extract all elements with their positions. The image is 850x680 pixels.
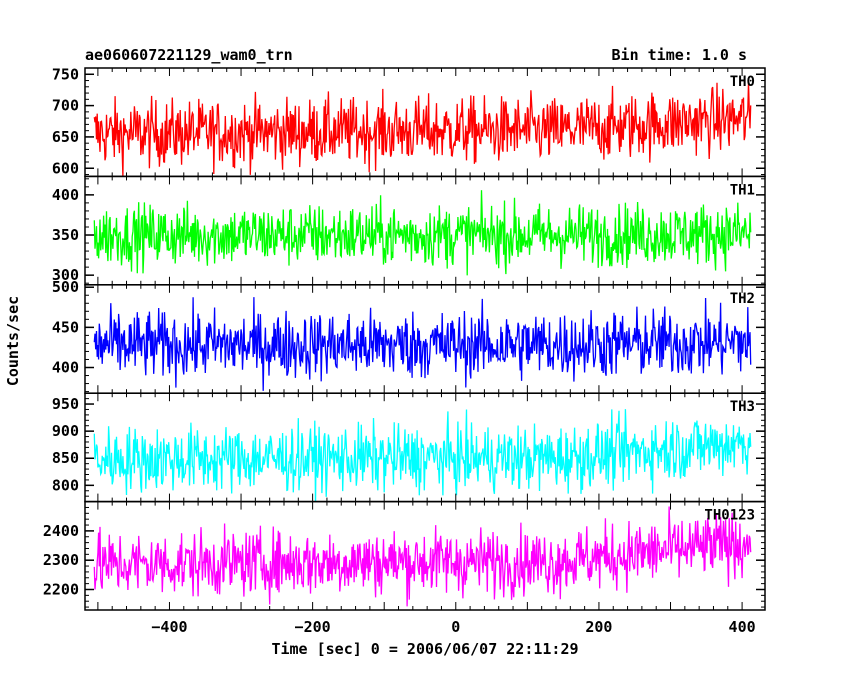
y-tick-label: 400 — [52, 359, 79, 377]
panel-label-th1: TH1 — [730, 182, 755, 198]
series-th1-line — [93, 190, 752, 276]
series-th0-line — [93, 81, 752, 177]
panel-label-th0123: TH0123 — [704, 508, 755, 524]
panel-th1: 300 350 400 TH1 — [52, 175, 766, 286]
y-tick-label: 2200 — [43, 580, 79, 598]
x-axis-label: Time [sec] 0 = 2006/06/07 22:11:29 — [271, 640, 578, 658]
x-tick-label: −400 — [151, 618, 187, 636]
y-tick-label: 750 — [52, 65, 79, 83]
y-tick-label: 450 — [52, 318, 79, 336]
y-tick-label: 500 — [52, 278, 79, 296]
series-th2-line — [93, 297, 752, 391]
panel-th2: 400 450 500 TH2 — [52, 278, 766, 394]
y-tick-label: 400 — [52, 186, 79, 204]
panels-group: 600 650 700 750 TH0 300 350 400 TH1 400 450 500 TH2 8… — [43, 65, 766, 611]
panel-frame — [84, 500, 766, 611]
bin-time-label: Bin time: 1.0 s — [612, 46, 747, 64]
panel-th0123: 2200 2300 2400 TH0123 — [43, 500, 766, 611]
panel-label-th3: TH3 — [730, 399, 755, 415]
y-tick-label: 900 — [52, 422, 79, 440]
y-tick-label: 300 — [52, 266, 79, 284]
x-axis: −400 −200 0 200 400 — [151, 618, 755, 636]
y-tick-label: 650 — [52, 128, 79, 146]
y-tick-label: 700 — [52, 97, 79, 115]
chart-title: ae060607221129_wam0_trn — [85, 46, 293, 64]
x-tick-label: 200 — [585, 618, 612, 636]
series-th0123-line — [93, 506, 752, 607]
y-tick-label: 950 — [52, 395, 79, 413]
y-tick-label: 2400 — [43, 522, 79, 540]
y-tick-label: 2300 — [43, 551, 79, 569]
y-tick-label: 800 — [52, 476, 79, 494]
panel-th0: 600 650 700 750 TH0 — [52, 65, 766, 177]
y-tick-label: 600 — [52, 159, 79, 177]
y-axis-label: Counts/sec — [4, 296, 22, 386]
x-tick-label: 400 — [729, 618, 756, 636]
series-th3-line — [93, 409, 752, 502]
x-tick-label: 0 — [451, 618, 460, 636]
y-tick-label: 850 — [52, 449, 79, 467]
x-tick-label: −200 — [295, 618, 331, 636]
panel-label-th0: TH0 — [730, 74, 755, 90]
panel-th3: 800 850 900 950 TH3 — [52, 392, 766, 503]
panel-label-th2: TH2 — [730, 291, 755, 307]
y-tick-label: 350 — [52, 226, 79, 244]
